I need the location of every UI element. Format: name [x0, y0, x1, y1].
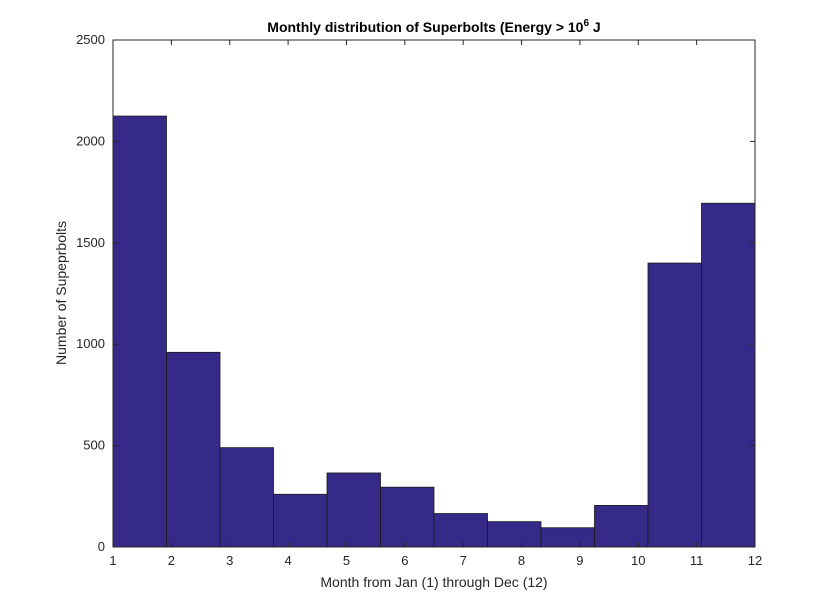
bar-bin-11: [647, 262, 702, 548]
title-suffix: J: [589, 19, 601, 35]
x-tick-label-7: 7: [460, 553, 467, 568]
y-axis-label: Number of Supeprbolts: [53, 221, 69, 365]
y-tick-label-500: 500: [83, 438, 105, 453]
bar-bin-1: [112, 115, 167, 548]
bar-bin-8: [487, 521, 542, 548]
x-tick-label-5: 5: [343, 553, 350, 568]
bar-bin-7: [433, 513, 488, 548]
y-tick-label-0: 0: [98, 539, 105, 554]
y-tick-label-1000: 1000: [76, 336, 105, 351]
bar-bin-5: [326, 472, 381, 548]
bar-bin-6: [380, 486, 435, 548]
y-ticks-group: 0 500 1000 1500 2000 2500: [76, 32, 755, 554]
x-tick-label-6: 6: [401, 553, 408, 568]
x-tick-label-8: 8: [518, 553, 525, 568]
bar-bin-9: [540, 527, 595, 548]
x-tick-label-12: 12: [748, 553, 762, 568]
bar-bin-10: [594, 505, 649, 548]
x-tick-label-10: 10: [631, 553, 645, 568]
y-tick-label-1500: 1500: [76, 235, 105, 250]
x-tick-label-1: 1: [109, 553, 116, 568]
title-superscript: 6: [583, 18, 589, 29]
x-tick-label-2: 2: [168, 553, 175, 568]
x-tick-label-11: 11: [690, 553, 704, 568]
y-tick-label-2500: 2500: [76, 32, 105, 47]
bar-bin-12: [701, 202, 756, 548]
x-tick-label-4: 4: [284, 553, 291, 568]
x-tick-label-9: 9: [576, 553, 583, 568]
axes-box: [112, 39, 756, 548]
bars-group: [112, 115, 756, 548]
bar-bin-4: [273, 493, 328, 548]
y-tick-label-2000: 2000: [76, 133, 105, 148]
x-axis-label: Month from Jan (1) through Dec (12): [320, 574, 547, 590]
chart-title: Monthly distribution of Superbolts (Ener…: [267, 18, 600, 35]
bar-bin-2: [166, 351, 221, 548]
x-tick-label-3: 3: [226, 553, 233, 568]
x-ticks-group: 1 2 3 4 5 6 7 8 9 10 11 12: [109, 40, 762, 568]
bar-bin-3: [219, 447, 274, 548]
